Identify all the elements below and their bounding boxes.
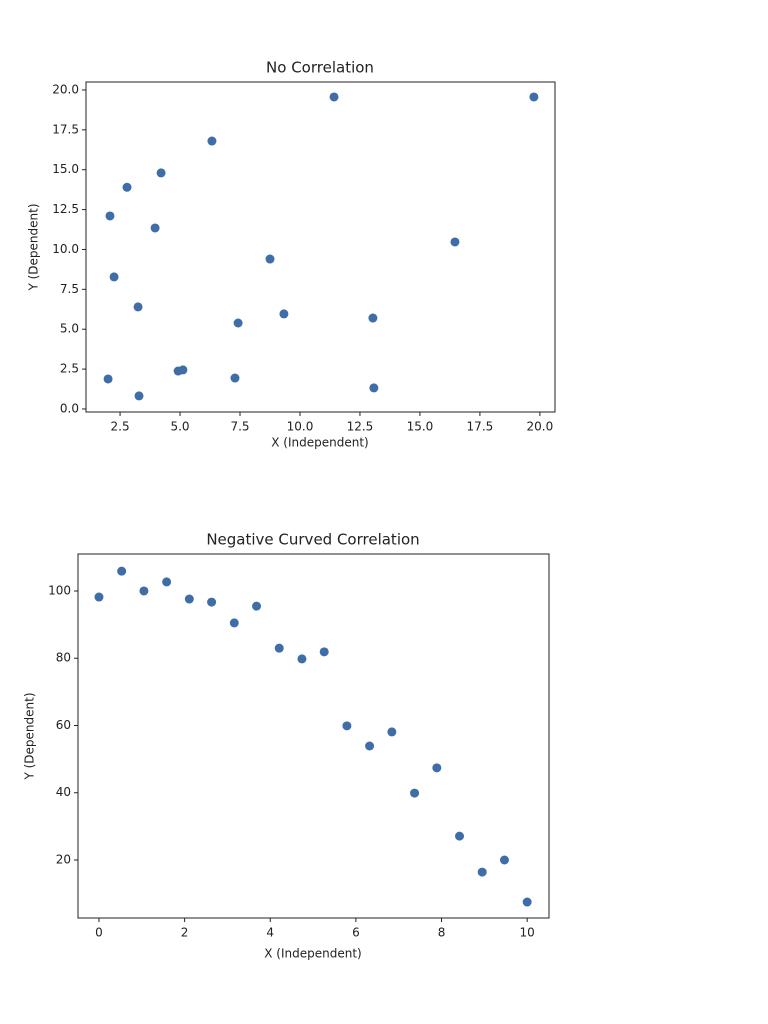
- y-tick-label: 60: [56, 718, 71, 732]
- point: [133, 302, 143, 312]
- y-tick-label: 80: [56, 651, 71, 665]
- x-tick-label: 2: [181, 926, 189, 940]
- y-tick-label: 20.0: [52, 82, 79, 96]
- point: [109, 272, 119, 282]
- point: [297, 654, 307, 664]
- point: [522, 897, 532, 907]
- y-axis-label: Y (Dependent): [27, 203, 41, 291]
- x-tick-label: 15.0: [407, 420, 434, 434]
- y-tick-label: 12.5: [52, 202, 79, 216]
- point: [207, 597, 217, 607]
- y-tick-label: 15.0: [52, 162, 79, 176]
- point: [365, 741, 375, 751]
- x-tick-label: 12.5: [347, 420, 374, 434]
- point: [178, 365, 188, 375]
- point: [103, 374, 113, 384]
- y-tick-label: 17.5: [52, 122, 79, 136]
- point: [455, 831, 465, 841]
- point: [387, 727, 397, 737]
- x-tick-label: 7.5: [230, 420, 249, 434]
- point: [117, 566, 127, 576]
- x-tick-label: 10: [520, 926, 535, 940]
- point: [432, 763, 442, 773]
- point: [139, 586, 149, 596]
- point: [229, 618, 239, 628]
- y-tick-label: 5.0: [60, 322, 79, 336]
- point: [162, 577, 172, 587]
- point: [319, 647, 329, 657]
- point: [499, 855, 509, 865]
- point: [134, 391, 144, 401]
- point: [265, 254, 275, 264]
- x-tick-label: 5.0: [170, 420, 189, 434]
- x-tick-label: 0: [95, 926, 103, 940]
- point: [329, 92, 339, 102]
- point: [156, 168, 166, 178]
- y-tick-label: 100: [48, 583, 71, 597]
- y-tick-label: 0.0: [60, 401, 79, 415]
- x-axis-label: X (Independent): [264, 947, 361, 961]
- point: [450, 237, 460, 247]
- point: [233, 318, 243, 328]
- x-tick-label: 20.0: [527, 420, 554, 434]
- y-tick-label: 20: [56, 852, 71, 866]
- x-tick-label: 17.5: [467, 420, 494, 434]
- y-axis-label: Y (Dependent): [23, 692, 37, 780]
- point: [279, 309, 289, 319]
- y-tick-label: 10.0: [52, 242, 79, 256]
- x-tick-label: 10.0: [287, 420, 314, 434]
- x-tick-label: 4: [266, 926, 274, 940]
- point: [207, 136, 217, 146]
- point: [150, 223, 160, 233]
- point: [105, 211, 115, 221]
- point: [410, 788, 420, 798]
- y-tick-label: 40: [56, 785, 71, 799]
- x-tick-label: 6: [352, 926, 360, 940]
- plot-frame: [77, 553, 550, 919]
- point: [368, 313, 378, 323]
- point: [184, 594, 194, 604]
- point: [477, 867, 487, 877]
- y-tick-label: 7.5: [60, 282, 79, 296]
- point: [274, 643, 284, 653]
- chart-title: Negative Curved Correlation: [206, 531, 419, 549]
- point: [529, 92, 539, 102]
- x-tick-label: 2.5: [111, 420, 130, 434]
- plot-frame: [85, 81, 556, 413]
- point: [122, 182, 132, 192]
- point: [94, 592, 104, 602]
- point: [342, 721, 352, 731]
- y-tick-label: 2.5: [60, 362, 79, 376]
- x-axis-label: X (Independent): [271, 436, 368, 450]
- chart-title: No Correlation: [266, 59, 374, 77]
- point: [369, 383, 379, 393]
- point: [230, 373, 240, 383]
- point: [252, 601, 262, 611]
- x-tick-label: 8: [438, 926, 446, 940]
